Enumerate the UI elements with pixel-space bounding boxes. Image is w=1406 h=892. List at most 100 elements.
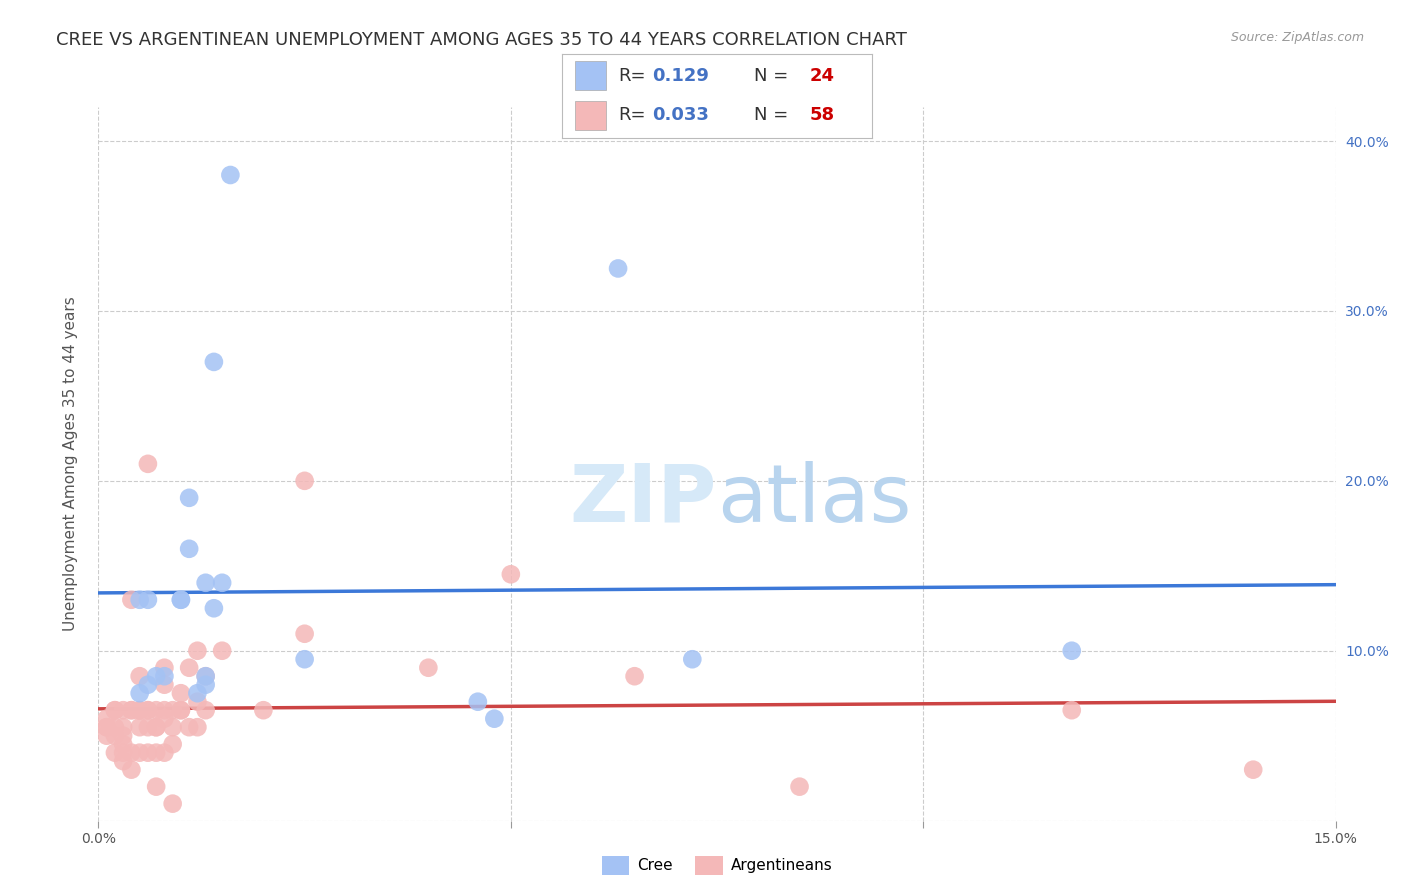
Point [170, 703, 193, 717]
Point [136, 457, 159, 471]
Point [162, 797, 184, 811]
Point [623, 669, 645, 683]
Point [112, 746, 135, 760]
Point [179, 720, 201, 734]
Text: Source: ZipAtlas.com: Source: ZipAtlas.com [1230, 31, 1364, 45]
Y-axis label: Unemployment Among Ages 35 to 44 years: Unemployment Among Ages 35 to 44 years [63, 296, 77, 632]
Point [136, 592, 159, 607]
Point [128, 703, 150, 717]
Point [153, 712, 176, 726]
Point [179, 491, 201, 505]
Point [186, 686, 208, 700]
Point [153, 661, 176, 675]
Point [96, 720, 118, 734]
Point [789, 780, 811, 794]
Point [128, 703, 150, 717]
Text: 0.129: 0.129 [652, 67, 709, 85]
Text: 58: 58 [810, 106, 835, 124]
Point [128, 720, 150, 734]
Point [170, 703, 193, 717]
Text: N =: N = [754, 106, 789, 124]
Point [128, 686, 150, 700]
Point [170, 592, 193, 607]
Point [153, 669, 176, 683]
Point [252, 703, 274, 717]
Point [418, 661, 440, 675]
Point [194, 678, 217, 692]
Point [294, 474, 316, 488]
Point [120, 592, 142, 607]
Point [104, 729, 127, 743]
Point [136, 720, 159, 734]
Text: R=: R= [619, 67, 645, 85]
Point [194, 575, 217, 590]
Point [145, 720, 167, 734]
Point [120, 746, 142, 760]
Point [112, 729, 135, 743]
Point [1241, 763, 1264, 777]
Point [128, 703, 150, 717]
Point [294, 626, 316, 640]
Point [136, 703, 159, 717]
Point [120, 763, 142, 777]
Point [145, 669, 167, 683]
Point [194, 669, 217, 683]
Text: CREE VS ARGENTINEAN UNEMPLOYMENT AMONG AGES 35 TO 44 YEARS CORRELATION CHART: CREE VS ARGENTINEAN UNEMPLOYMENT AMONG A… [56, 31, 907, 49]
Point [170, 686, 193, 700]
Point [499, 567, 522, 582]
Point [153, 703, 176, 717]
Point [96, 712, 118, 726]
Point [145, 720, 167, 734]
Point [145, 703, 167, 717]
Point [162, 703, 184, 717]
Point [112, 703, 135, 717]
Point [128, 669, 150, 683]
Point [170, 592, 193, 607]
Legend: Cree, Argentineans: Cree, Argentineans [596, 850, 838, 880]
Text: 0.033: 0.033 [652, 106, 709, 124]
Point [294, 652, 316, 666]
Point [1060, 703, 1083, 717]
Point [112, 720, 135, 734]
Point [112, 737, 135, 751]
Point [136, 746, 159, 760]
Text: atlas: atlas [717, 460, 911, 539]
Point [162, 720, 184, 734]
Point [681, 652, 703, 666]
Text: ZIP: ZIP [569, 460, 717, 539]
Point [202, 355, 225, 369]
Text: R=: R= [619, 106, 645, 124]
Point [145, 780, 167, 794]
Point [162, 737, 184, 751]
Point [179, 541, 201, 556]
Bar [575, 101, 606, 130]
Point [186, 644, 208, 658]
Point [104, 720, 127, 734]
Point [194, 703, 217, 717]
Point [194, 669, 217, 683]
Point [128, 592, 150, 607]
Point [211, 575, 233, 590]
Point [104, 703, 127, 717]
Point [104, 746, 127, 760]
Point [120, 703, 142, 717]
Point [186, 695, 208, 709]
Point [153, 746, 176, 760]
Point [104, 703, 127, 717]
Point [467, 695, 489, 709]
Point [186, 720, 208, 734]
Point [120, 703, 142, 717]
Point [179, 661, 201, 675]
Point [128, 746, 150, 760]
Point [145, 746, 167, 760]
Point [607, 261, 630, 276]
Point [96, 720, 118, 734]
Point [136, 703, 159, 717]
Point [484, 712, 506, 726]
Point [202, 601, 225, 615]
Point [211, 644, 233, 658]
Point [96, 729, 118, 743]
Point [136, 678, 159, 692]
Point [112, 754, 135, 768]
Point [153, 678, 176, 692]
